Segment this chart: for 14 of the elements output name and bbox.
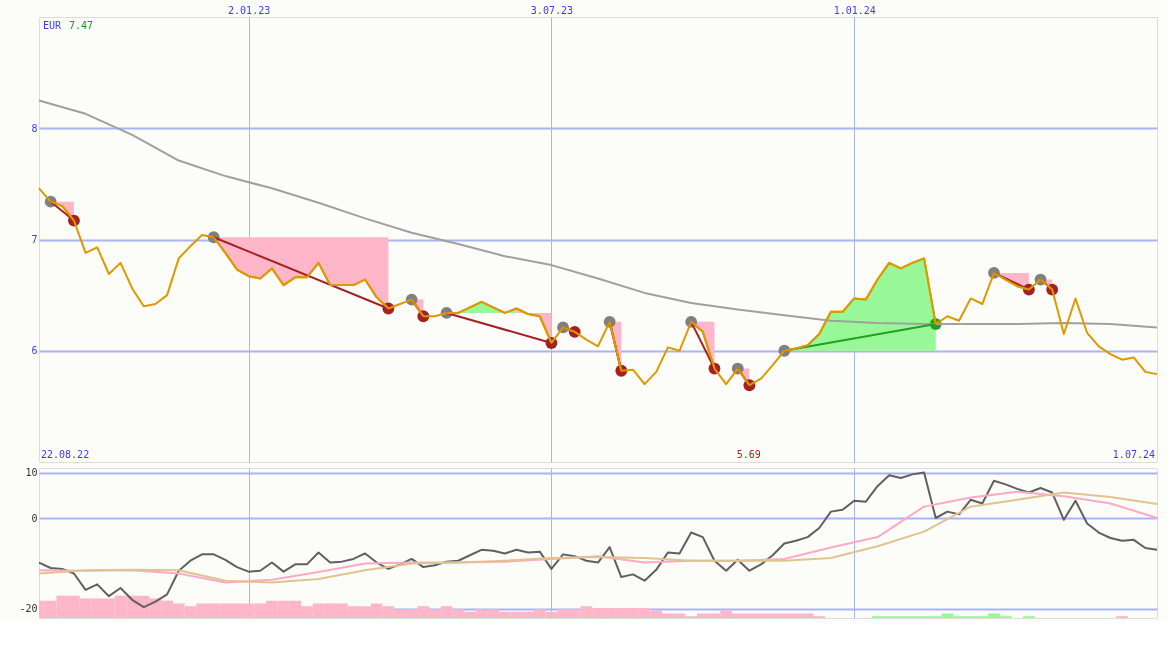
- annotation: 22.08.22: [41, 449, 90, 460]
- y-axis-title: EUR: [43, 20, 63, 31]
- annotation: 1.07.24: [1112, 449, 1155, 460]
- x-tick-label: 3.07.23: [530, 4, 573, 16]
- y-tick-label: -20: [19, 603, 38, 615]
- x-tick-label: 1.01.24: [833, 4, 876, 16]
- annotation: 5.69: [736, 449, 761, 460]
- y-tick-label: 0: [31, 512, 38, 524]
- annotation: 7.47: [69, 20, 94, 31]
- y-tick-label: 10: [25, 467, 38, 479]
- y-tick-label: 6: [31, 345, 38, 357]
- y-tick-label: 8: [31, 122, 38, 134]
- x-tick-label: 2.01.23: [228, 4, 271, 16]
- y-tick-label: 7: [31, 234, 38, 245]
